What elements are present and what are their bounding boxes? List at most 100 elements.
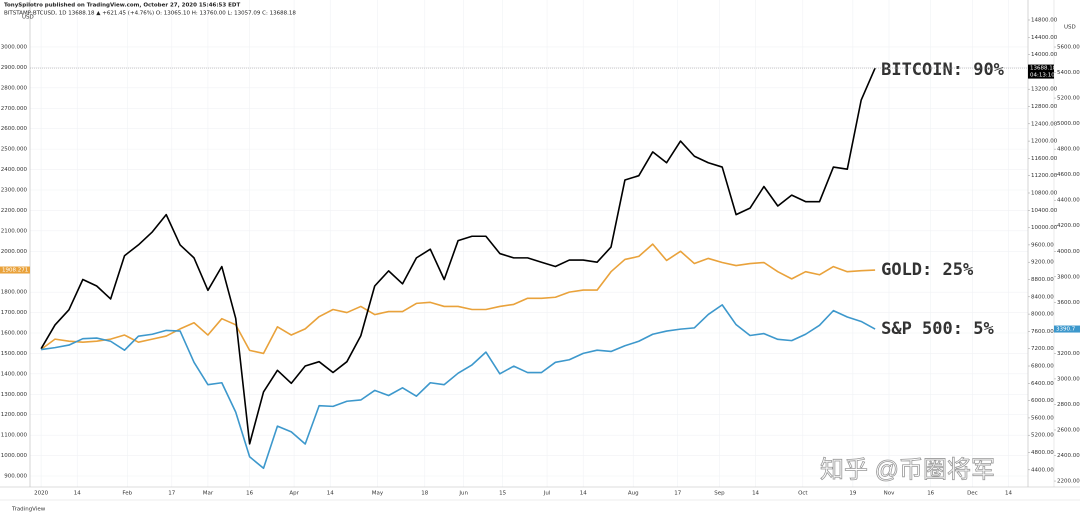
y-tick-label: 2100.000 xyxy=(1,228,28,234)
x-tick-label: May xyxy=(372,491,384,497)
author-line: TonySpilotro published on TradingView.co… xyxy=(4,3,240,9)
y-tick-label: 1300.000 xyxy=(1,392,28,398)
grid xyxy=(30,0,1028,487)
x-tick-label: 19 xyxy=(849,491,856,497)
y2-tick-label: 8400.00 xyxy=(1031,294,1054,300)
y-tick-label: 2300.000 xyxy=(1,187,28,193)
y2-tick-label: 11600.00 xyxy=(1031,156,1058,162)
x-tick-label: 2020 xyxy=(34,491,48,497)
y-tick-label: 2500.000 xyxy=(1,147,28,153)
x-tick-label: Oct xyxy=(798,491,808,497)
series-line xyxy=(41,304,876,470)
y-tick-label: 900.000 xyxy=(4,474,27,480)
y2-tick-label: 12400.00 xyxy=(1031,121,1058,127)
y3-tick-label: 3200.00 xyxy=(1057,351,1080,357)
x-tick-label: Jul xyxy=(543,491,551,497)
y2-tick-label: 12000.00 xyxy=(1031,139,1058,145)
series-annotation: S&P 500: 5% xyxy=(881,319,994,339)
footer-brand: TradingView xyxy=(11,507,46,513)
x-tick-label: 14 xyxy=(752,491,759,497)
series-line xyxy=(40,243,876,355)
x-tick-label: Mar xyxy=(203,491,214,497)
y-tick-label: 2200.000 xyxy=(1,208,28,214)
left-unit: USD xyxy=(22,15,34,21)
series-annotation: BITCOIN: 90% xyxy=(881,60,1005,80)
price-tag-label: 13688.18 xyxy=(1030,66,1057,72)
y3-tick-label: 2800.00 xyxy=(1057,402,1080,408)
right-unit: USD xyxy=(1064,25,1076,31)
y2-tick-label: 4400.00 xyxy=(1031,467,1054,473)
symbol-line: BITSTAMP:BTCUSD, 1D 13688.18 ▲ +621.45 (… xyxy=(4,11,296,17)
price-countdown: 04:13:10 xyxy=(1030,73,1055,79)
y-tick-label: 1400.000 xyxy=(1,371,28,377)
y-tick-label: 2600.000 xyxy=(1,126,28,132)
y2-tick-label: 8800.00 xyxy=(1031,277,1054,283)
y-tick-label: 2700.000 xyxy=(1,106,28,112)
y3-tick-label: 5400.00 xyxy=(1057,70,1080,76)
y2-tick-label: 5200.00 xyxy=(1031,433,1054,439)
x-tick-label: Feb xyxy=(122,491,132,497)
y2-tick-label: 6800.00 xyxy=(1031,364,1054,370)
y2-tick-label: 6000.00 xyxy=(1031,398,1054,404)
y-tick-label: 1000.000 xyxy=(1,453,28,459)
x-tick-label: 14 xyxy=(1005,491,1012,497)
y2-tick-label: 8000.00 xyxy=(1031,312,1054,318)
price-tag xyxy=(0,266,30,274)
x-tick-label: 18 xyxy=(421,491,428,497)
y3-tick-label: 4600.00 xyxy=(1057,172,1080,178)
x-tick-label: Apr xyxy=(289,491,299,497)
y2-tick-label: 6400.00 xyxy=(1031,381,1054,387)
x-tick-label: Nov xyxy=(884,491,895,497)
y2-tick-label: 7200.00 xyxy=(1031,346,1054,352)
y2-tick-label: 11200.00 xyxy=(1031,173,1058,179)
series-annotation: GOLD: 25% xyxy=(881,260,974,280)
y3-tick-label: 4400.00 xyxy=(1057,198,1080,204)
y3-tick-label: 4200.00 xyxy=(1057,223,1080,229)
y2-tick-label: 7600.00 xyxy=(1031,329,1054,335)
y2-tick-label: 10000.00 xyxy=(1031,225,1058,231)
y3-tick-label: 3000.00 xyxy=(1057,376,1080,382)
y2-tick-label: 14400.00 xyxy=(1031,35,1058,41)
x-tick-label: 17 xyxy=(674,491,681,497)
y2-tick-label: 4800.00 xyxy=(1031,450,1054,456)
y2-tick-label: 14800.00 xyxy=(1031,17,1058,23)
y3-tick-label: 3600.00 xyxy=(1057,300,1080,306)
y-tick-label: 1700.000 xyxy=(1,310,28,316)
watermark: 知乎 @币圈将军 xyxy=(820,456,995,483)
y-tick-label: 1800.000 xyxy=(1,290,28,296)
x-tick-label: Sep xyxy=(714,491,725,497)
y2-tick-label: 14000.00 xyxy=(1031,52,1058,58)
series-line xyxy=(40,67,876,445)
y-tick-label: 1600.000 xyxy=(1,331,28,337)
x-tick-label: 16 xyxy=(927,491,934,497)
price-tag-label: 1908.271 xyxy=(2,268,28,274)
price-tag xyxy=(1028,64,1054,79)
y3-tick-label: 2600.00 xyxy=(1057,427,1080,433)
y-tick-label: 1500.000 xyxy=(1,351,28,357)
y2-tick-label: 9600.00 xyxy=(1031,242,1054,248)
y-tick-label: 1200.000 xyxy=(1,412,28,418)
x-tick-label: 17 xyxy=(168,491,175,497)
y-tick-label: 1100.000 xyxy=(1,433,28,439)
y3-tick-label: 5000.00 xyxy=(1057,121,1080,127)
y3-tick-label: 4800.00 xyxy=(1057,147,1080,153)
x-tick-label: 16 xyxy=(246,491,253,497)
price-tag xyxy=(1054,325,1080,333)
y2-tick-label: 9200.00 xyxy=(1031,260,1054,266)
y2-tick-label: 5600.00 xyxy=(1031,415,1054,421)
y-tick-label: 2800.000 xyxy=(1,85,28,91)
y2-tick-label: 10800.00 xyxy=(1031,191,1058,197)
x-tick-label: Jun xyxy=(458,491,468,497)
y3-tick-label: 2200.00 xyxy=(1057,479,1080,485)
x-tick-label: 14 xyxy=(74,491,81,497)
y3-tick-label: 5200.00 xyxy=(1057,96,1080,102)
y2-tick-label: 10400.00 xyxy=(1031,208,1058,214)
y-tick-label: 2400.000 xyxy=(1,167,28,173)
y3-tick-label: 3800.00 xyxy=(1057,274,1080,280)
x-tick-label: 14 xyxy=(580,491,587,497)
x-tick-label: Dec xyxy=(967,491,978,497)
x-tick-label: 15 xyxy=(499,491,506,497)
y2-tick-label: 13200.00 xyxy=(1031,87,1058,93)
x-tick-label: 14 xyxy=(327,491,334,497)
